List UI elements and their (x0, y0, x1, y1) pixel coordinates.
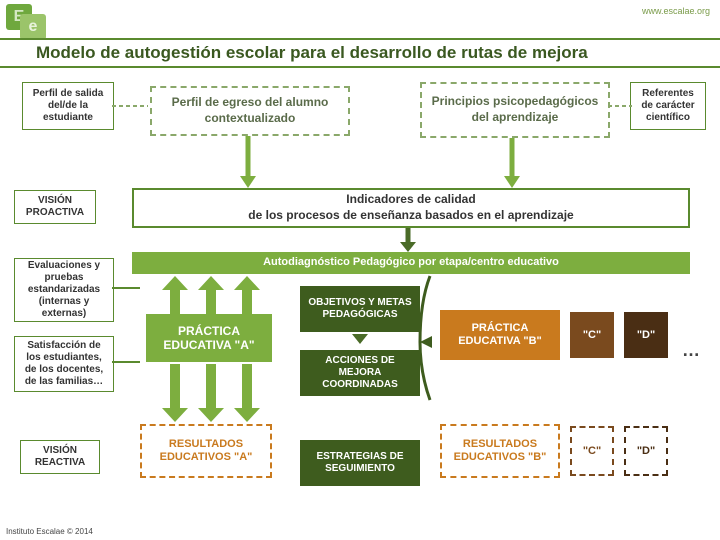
conn-eval (112, 286, 140, 290)
box-resultados-d: "D" (624, 426, 668, 476)
arrow-down-a3 (232, 364, 262, 422)
bracket-acciones-b (418, 272, 458, 402)
arrow-down-a2 (196, 364, 226, 422)
box-practica-c: "C" (570, 312, 614, 358)
arrow-egreso-down (238, 136, 258, 186)
side-evaluaciones: Evaluaciones y pruebas estandarizadas (i… (14, 258, 114, 322)
side-referentes: Referentes de carácter científico (630, 82, 706, 130)
logo: E e (6, 4, 46, 36)
side-satisfaccion: Satisfacción de los estudiantes, de los … (14, 336, 114, 392)
logo-letter-front: e (20, 14, 46, 40)
arrow-obj-acc (352, 334, 368, 344)
page-title: Modelo de autogestión escolar para el de… (0, 43, 720, 63)
box-perfil-egreso: Perfil de egreso del alumno contextualiz… (150, 86, 350, 136)
box-practica-d: "D" (624, 312, 668, 358)
side-vision-proactiva: VISIÓN PROACTIVA (14, 190, 96, 224)
band-indicadores: Indicadores de calidad de los procesos d… (132, 188, 690, 228)
box-acciones: ACCIONES DE MEJORA COORDINADAS (300, 350, 420, 396)
box-resultados-c: "C" (570, 426, 614, 476)
box-practica-a: PRÁCTICA EDUCATIVA "A" (146, 314, 272, 362)
conn-satis (112, 360, 140, 364)
connector-referentes (608, 100, 634, 120)
footer-copyright: Instituto Escalae © 2014 (6, 527, 93, 536)
side-perfil-salida: Perfil de salida del/de la estudiante (22, 82, 114, 130)
ellipsis-practica: … (682, 340, 700, 361)
box-estrategias: ESTRATEGIAS DE SEGUIMIENTO (300, 440, 420, 486)
arrow-up-a2 (196, 276, 226, 314)
arrow-down-a1 (160, 364, 190, 422)
arrow-indicadores-down (398, 228, 418, 252)
site-url: www.escalae.org (642, 6, 710, 16)
connector-left-to-egreso (112, 100, 152, 120)
band-autodiagnostico: Autodiagnóstico Pedagógico por etapa/cen… (132, 252, 690, 274)
box-practica-b: PRÁCTICA EDUCATIVA "B" (440, 310, 560, 360)
box-resultados-b: RESULTADOS EDUCATIVOS "B" (440, 424, 560, 478)
box-resultados-a: RESULTADOS EDUCATIVOS "A" (140, 424, 272, 478)
box-objetivos: OBJETIVOS Y METAS PEDAGÓGICAS (300, 286, 420, 332)
arrow-up-a1 (160, 276, 190, 314)
box-principios: Principios psicopedagógicos del aprendiz… (420, 82, 610, 138)
arrow-up-a3 (232, 276, 262, 314)
arrow-principios-down (502, 138, 522, 186)
side-vision-reactiva: VISIÓN REACTIVA (20, 440, 100, 474)
title-bar: Modelo de autogestión escolar para el de… (0, 38, 720, 68)
